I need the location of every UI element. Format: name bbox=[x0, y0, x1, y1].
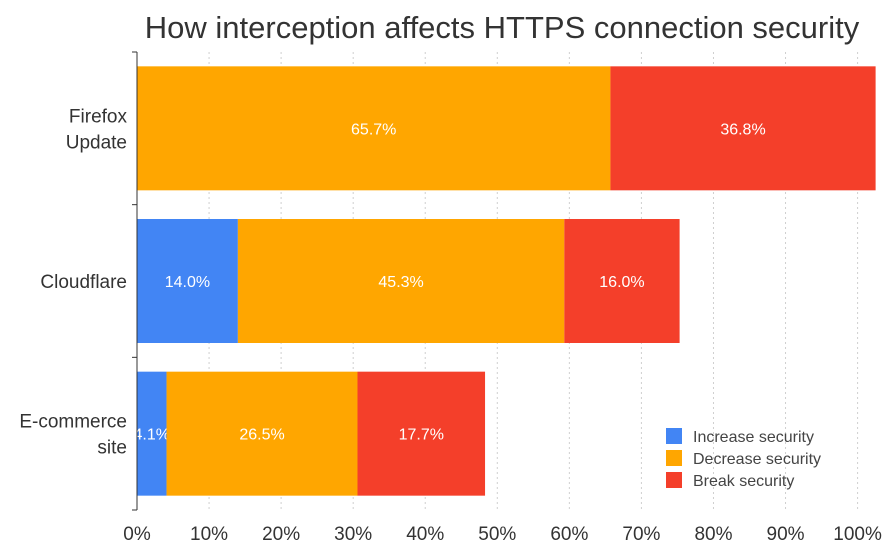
data-label: 4.1% bbox=[134, 427, 170, 444]
x-tick-label: 30% bbox=[334, 524, 372, 545]
bar-segment bbox=[357, 371, 486, 496]
bar-segment bbox=[166, 371, 358, 496]
x-tick-label: 40% bbox=[406, 524, 444, 545]
legend: Increase security Decrease security Break … bbox=[666, 428, 821, 490]
category-label: Cloudflare bbox=[40, 272, 127, 293]
x-tick-label: 80% bbox=[694, 524, 732, 545]
category-label: Update bbox=[66, 132, 127, 153]
x-tick-label: 100% bbox=[833, 524, 882, 545]
category-label: site bbox=[97, 438, 127, 459]
x-tick-label: 90% bbox=[767, 524, 805, 545]
category-label: Firefox bbox=[69, 106, 128, 127]
bar-segment bbox=[564, 219, 680, 343]
legend-label: Decrease security bbox=[693, 451, 821, 468]
x-tick-label: 10% bbox=[190, 524, 228, 545]
bar-segment bbox=[137, 219, 238, 343]
chart-title: How interception affects HTTPS connectio… bbox=[145, 10, 860, 45]
data-label: 65.7% bbox=[351, 121, 396, 138]
data-label: 26.5% bbox=[239, 427, 284, 444]
legend-label: Increase security bbox=[693, 429, 814, 446]
category-label: E-commerce bbox=[19, 412, 127, 433]
data-label: 17.7% bbox=[399, 427, 444, 444]
data-label: 14.0% bbox=[165, 274, 210, 291]
bar-segment bbox=[137, 66, 611, 191]
bars: 65.7% 36.8% 14.0% 45.3% 16.0% 4.1% 26.5% 17.7% bbox=[134, 66, 876, 496]
bar-segment bbox=[610, 66, 876, 191]
legend-swatch bbox=[666, 428, 682, 444]
x-tick-label: 60% bbox=[550, 524, 588, 545]
x-tick-label: 50% bbox=[478, 524, 516, 545]
legend-label: Break security bbox=[693, 473, 794, 490]
x-tick-label: 70% bbox=[622, 524, 660, 545]
x-tick-label: 20% bbox=[262, 524, 300, 545]
axes: 0% 10% 20% 30% 40% 50% 60% 70% 80% 90% 100% Firefox… bbox=[19, 51, 882, 545]
data-label: 16.0% bbox=[599, 274, 644, 291]
legend-swatch bbox=[666, 450, 682, 466]
data-label: 45.3% bbox=[378, 274, 423, 291]
bar-segment bbox=[137, 371, 167, 496]
x-tick-label: 0% bbox=[123, 524, 151, 545]
legend-swatch bbox=[666, 472, 682, 488]
bar-segment bbox=[237, 219, 565, 343]
data-label: 36.8% bbox=[720, 121, 765, 138]
